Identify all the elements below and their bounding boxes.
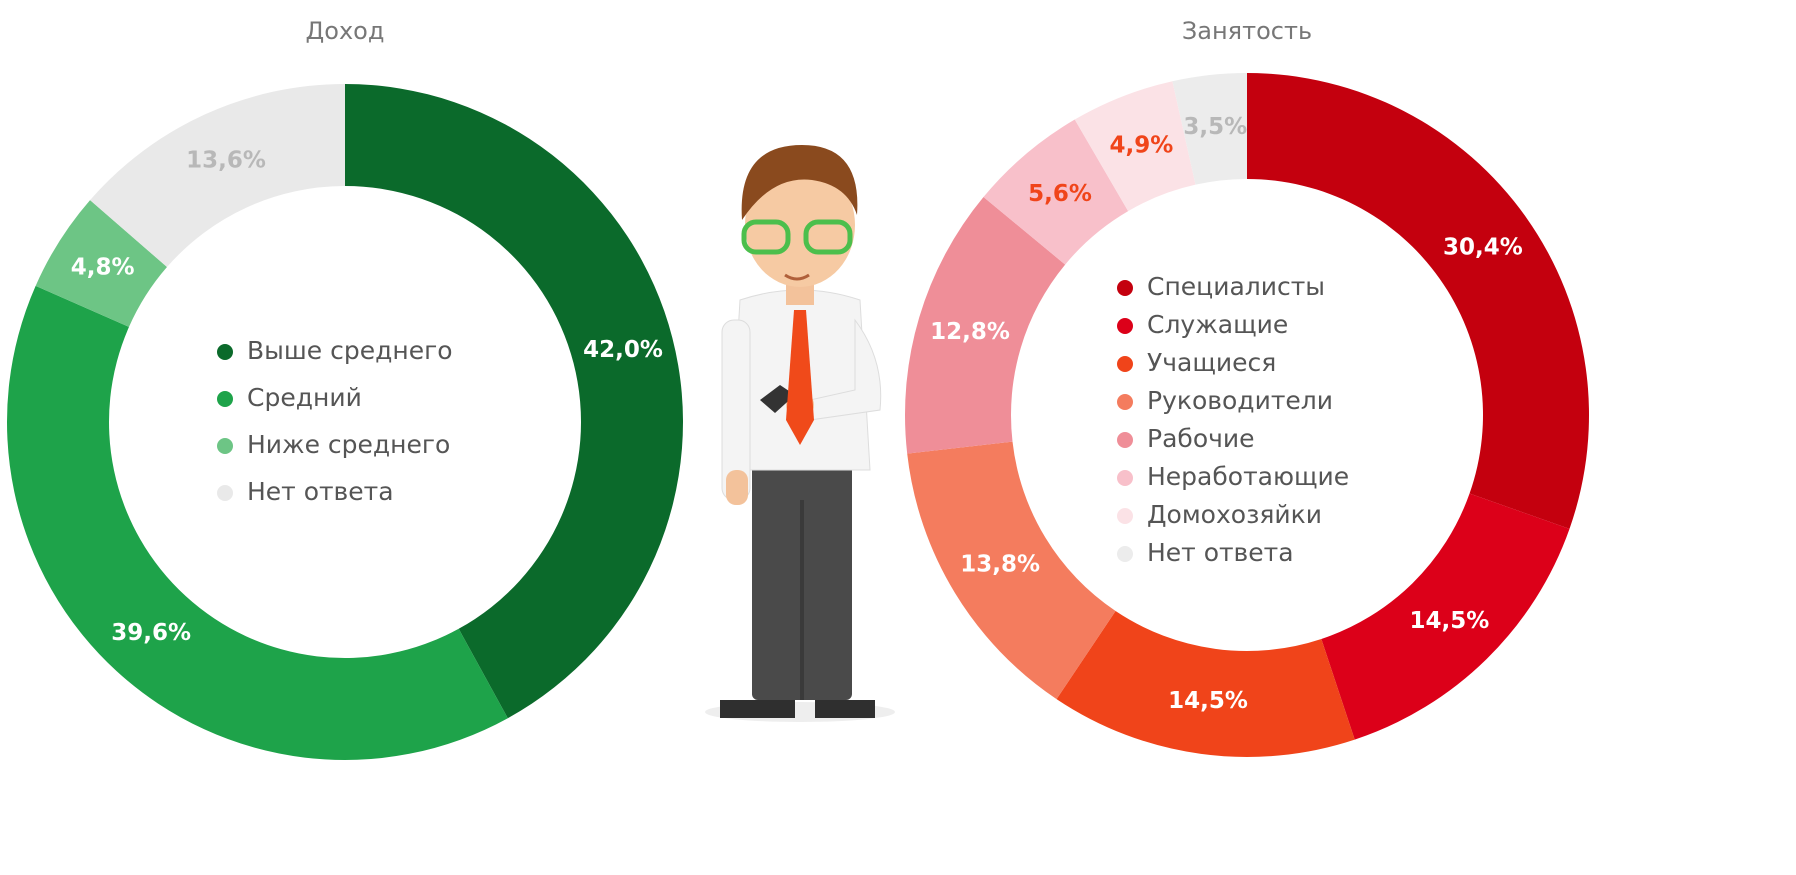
legend-label: Нет ответа	[1147, 538, 1294, 567]
value-label: 14,5%	[1168, 688, 1248, 714]
donut-slice	[1056, 611, 1355, 757]
legend-label: Нет ответа	[247, 477, 394, 506]
chart-title: Занятость	[1182, 17, 1312, 45]
legend-label: Служащие	[1147, 310, 1288, 339]
donut-slice	[1247, 73, 1589, 529]
legend-marker	[1117, 508, 1133, 524]
donut-slice	[1074, 81, 1196, 212]
value-label: 42,0%	[583, 337, 663, 363]
legend-label: Ниже среднего	[247, 430, 450, 459]
donut-slice	[345, 84, 683, 719]
value-label: 30,4%	[1443, 235, 1523, 261]
donut-slice	[1321, 493, 1570, 740]
value-label: 12,8%	[930, 319, 1010, 345]
value-label: 4,9%	[1110, 132, 1174, 158]
legend-marker	[1117, 318, 1133, 334]
legend-marker	[217, 344, 233, 360]
legend-label: Специалисты	[1147, 272, 1325, 301]
value-label: 5,6%	[1028, 181, 1092, 207]
value-label: 3,5%	[1183, 114, 1247, 140]
donut-slice	[1172, 73, 1247, 185]
legend-marker	[1117, 546, 1133, 562]
chart-title: Доход	[306, 17, 385, 45]
legend-label: Выше среднего	[247, 336, 453, 365]
legend-marker	[1117, 280, 1133, 296]
value-label: 13,6%	[186, 147, 266, 173]
legend-label: Домохозяйки	[1147, 500, 1322, 529]
legend-label: Средний	[247, 383, 362, 412]
donut-slice	[983, 119, 1129, 265]
legend-label: Учащиеся	[1147, 348, 1276, 377]
illustration	[705, 145, 895, 722]
legend-label: Рабочие	[1147, 424, 1255, 453]
legend-label: Руководители	[1147, 386, 1333, 415]
donut-slice	[90, 84, 345, 268]
legend-marker	[217, 485, 233, 501]
donut-slice	[907, 441, 1116, 700]
donut-slice	[905, 197, 1066, 454]
legend-label: Неработающие	[1147, 462, 1349, 491]
donut-slice	[35, 200, 167, 327]
legend-marker	[1117, 356, 1133, 372]
legend-marker	[217, 391, 233, 407]
value-label: 39,6%	[111, 620, 191, 646]
legend-marker	[1117, 432, 1133, 448]
value-label: 13,8%	[960, 552, 1040, 578]
value-label: 4,8%	[71, 255, 135, 281]
donut-slice	[7, 285, 508, 760]
legend-marker	[217, 438, 233, 454]
value-label: 14,5%	[1410, 608, 1490, 634]
legend-marker	[1117, 470, 1133, 486]
legend-marker	[1117, 394, 1133, 410]
